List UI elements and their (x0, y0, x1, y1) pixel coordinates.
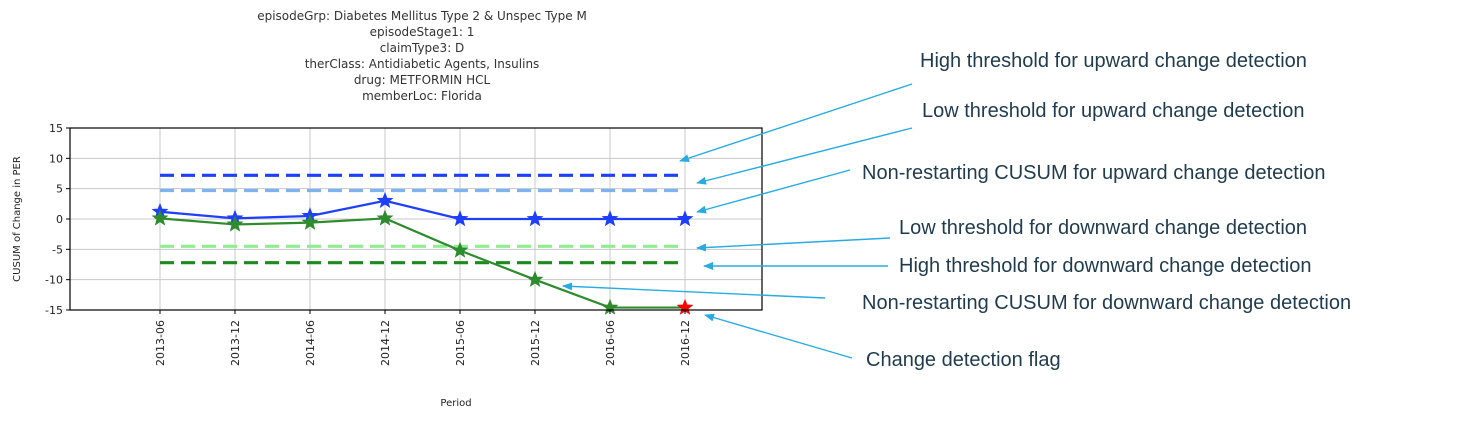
series-marker-up (601, 210, 619, 227)
chart-title: episodeGrp: Diabetes Mellitus Type 2 & U… (257, 9, 587, 103)
annotation-arrow-low-up (696, 127, 913, 185)
series-marker-down (301, 213, 319, 230)
chart-title-line: claimType3: D (380, 41, 465, 55)
series-marker-up (676, 210, 694, 227)
x-ticks: 2013-06 2013-12 2014-06 2014-12 2015-06 2015-… (154, 310, 692, 366)
grid (70, 127, 762, 311)
annotation-arrow-low-down (696, 237, 891, 252)
series-marker-down (226, 215, 244, 232)
series-line-up (159, 199, 685, 221)
x-tick-label: 2014-12 (379, 320, 392, 366)
series-markers (151, 191, 694, 315)
series-marker-down (451, 241, 469, 258)
annotation-arrow-high-up (679, 83, 913, 162)
series-marker-down (376, 209, 394, 226)
x-tick-label: 2015-12 (529, 320, 542, 366)
y-tick-label: 5 (56, 183, 63, 196)
y-tick-label: -5 (52, 243, 63, 256)
y-ticks: 15 10 5 0 -5 -10 -15 (45, 122, 70, 317)
chart-title-line: memberLoc: Florida (362, 89, 482, 103)
chart-title-line: drug: METFORMIN HCL (354, 73, 491, 87)
chart-title-line: therClass: Antidiabetic Agents, Insulins (305, 57, 540, 71)
series-line-down (159, 217, 685, 309)
annotation-label-low-down: Low threshold for downward change detect… (899, 217, 1307, 239)
series-marker-down (151, 209, 169, 226)
y-tick-label: 10 (49, 152, 63, 165)
series-lines (159, 199, 685, 309)
x-tick-label: 2016-06 (604, 320, 617, 366)
chart-title-line: episodeStage1: 1 (370, 25, 475, 39)
x-tick-label: 2013-06 (154, 320, 167, 366)
y-tick-label: -15 (45, 304, 63, 317)
x-axis-label: Period (440, 398, 471, 409)
annotations: High threshold for upward change detecti… (562, 50, 1351, 371)
x-tick-label: 2013-12 (229, 320, 242, 366)
annotation-label-up: Non-restarting CUSUM for upward change d… (862, 162, 1326, 184)
y-tick-label: -10 (45, 274, 63, 287)
series-marker-up (376, 191, 394, 209)
series-marker-up (526, 210, 544, 227)
annotation-label-down: Non-restarting CUSUM for downward change… (862, 292, 1351, 314)
x-tick-label: 2015-06 (454, 320, 467, 366)
x-tick-label: 2016-12 (679, 320, 692, 366)
y-tick-label: 15 (49, 122, 63, 135)
chart-title-line: episodeGrp: Diabetes Mellitus Type 2 & U… (257, 9, 587, 23)
annotation-arrow-up (696, 169, 851, 214)
annotation-label-flag: Change detection flag (866, 349, 1061, 371)
y-axis-label: CUSUM of Change in PER (12, 156, 23, 282)
annotation-label-high-down: High threshold for downward change detec… (899, 255, 1311, 277)
annotation-label-low-up: Low threshold for upward change detectio… (922, 100, 1304, 122)
annotation-arrow-flag (704, 313, 853, 359)
x-tick-label: 2014-06 (304, 320, 317, 366)
y-tick-label: 0 (56, 213, 63, 226)
threshold-lines (160, 173, 685, 265)
annotation-arrow-down (562, 282, 826, 299)
series-marker-up (451, 210, 469, 227)
series-marker-down (526, 270, 544, 287)
annotation-label-high-up: High threshold for upward change detecti… (920, 50, 1307, 72)
